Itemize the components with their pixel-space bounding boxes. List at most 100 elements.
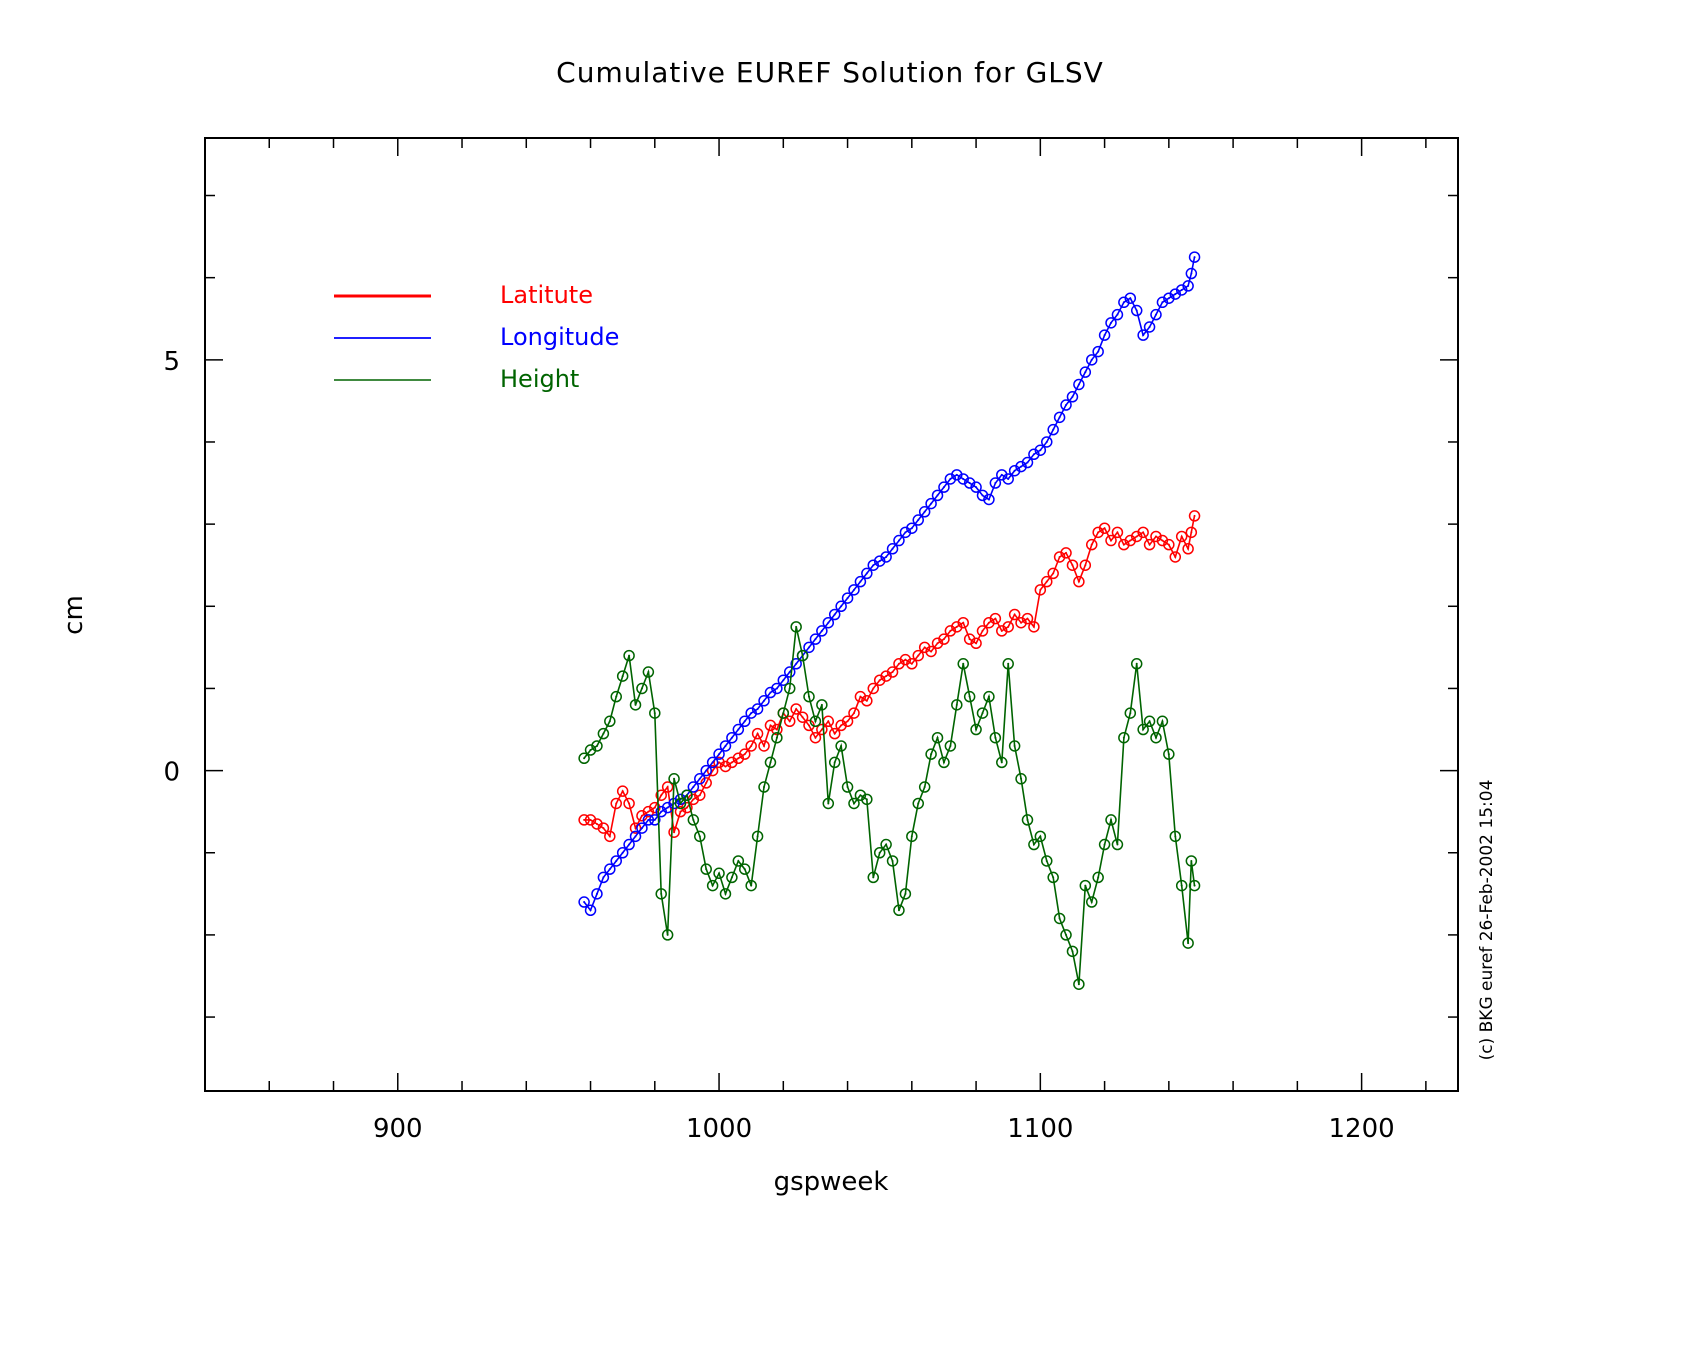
data-point-center-longitude: [994, 482, 997, 485]
data-point-longitude: [700, 764, 712, 777]
data-point-center-longitude: [1052, 428, 1055, 431]
data-point-center-height: [994, 736, 997, 739]
data-point-center-latitute: [1084, 564, 1087, 567]
data-point-center-latitute: [904, 658, 907, 661]
data-point-center-latitute: [1026, 617, 1029, 620]
data-point-longitude: [1124, 292, 1137, 304]
data-point-center-height: [1020, 777, 1023, 780]
data-point-height: [739, 863, 751, 875]
data-point-longitude: [636, 822, 648, 834]
data-point-center-latitute: [1013, 613, 1016, 616]
data-point-center-height: [904, 892, 907, 895]
data-point-center-longitude: [820, 629, 823, 632]
data-point-latitute: [886, 666, 899, 678]
data-point-center-longitude: [1065, 404, 1068, 407]
data-point-center-longitude: [583, 901, 586, 904]
data-point-center-height: [634, 703, 637, 706]
data-point-center-height: [1190, 859, 1193, 862]
data-point-center-latitute: [640, 814, 643, 817]
data-point-center-latitute: [859, 695, 862, 698]
data-point-latitute: [655, 789, 667, 801]
data-point-center-longitude: [628, 843, 631, 846]
data-point-height: [694, 830, 706, 843]
data-point-center-longitude: [1071, 395, 1074, 398]
data-point-center-height: [942, 761, 945, 764]
data-point-latitute: [1008, 608, 1021, 621]
data-point-center-height: [975, 728, 978, 731]
data-point-center-height: [981, 712, 984, 715]
data-point-height: [777, 707, 790, 719]
data-point-center-longitude: [705, 769, 708, 772]
data-point-center-latitute: [615, 802, 618, 805]
data-point-height: [880, 838, 892, 851]
data-point-center-longitude: [595, 892, 598, 895]
data-point-center-longitude: [1007, 477, 1010, 480]
data-point-longitude: [1060, 399, 1072, 411]
data-point-latitute: [989, 612, 1002, 625]
data-point-center-longitude: [930, 502, 933, 505]
data-point-center-longitude: [795, 662, 798, 665]
data-point-center-height: [1032, 843, 1035, 846]
data-point-longitude: [1053, 411, 1066, 424]
data-point-height: [597, 727, 610, 740]
data-point-center-latitute: [1020, 621, 1023, 624]
data-point-center-height: [878, 851, 881, 854]
data-point-center-longitude: [692, 786, 695, 789]
data-point-center-latitute: [750, 744, 753, 747]
data-point-height: [848, 797, 860, 810]
data-point-height: [726, 871, 738, 884]
data-point-height: [918, 781, 931, 793]
data-point-longitude: [925, 497, 937, 510]
data-point-height: [1169, 830, 1182, 843]
data-point-latitute: [706, 764, 719, 777]
data-point-latitute: [957, 616, 969, 629]
data-point-center-height: [1193, 884, 1196, 887]
data-point-height: [861, 793, 873, 806]
data-point-center-height: [698, 835, 701, 838]
data-point-height: [764, 756, 777, 769]
data-point-center-latitute: [1135, 535, 1138, 538]
data-point-center-height: [1000, 761, 1003, 764]
data-point-longitude: [1105, 317, 1117, 329]
data-point-center-longitude: [878, 560, 881, 563]
data-point-center-latitute: [788, 720, 791, 723]
data-point-longitude: [828, 608, 841, 621]
data-point-center-height: [1052, 876, 1055, 879]
data-point-center-latitute: [621, 790, 624, 793]
data-point-center-longitude: [987, 498, 990, 501]
data-point-height: [783, 682, 796, 695]
data-point-latitute: [629, 822, 642, 834]
data-point-center-latitute: [910, 662, 913, 665]
data-point-center-height: [814, 720, 817, 723]
data-point-center-height: [602, 732, 605, 735]
data-point-height: [642, 666, 655, 678]
data-point-latitute: [1047, 567, 1059, 580]
y-tick-label: 5: [163, 347, 180, 377]
data-point-center-longitude: [1026, 461, 1029, 464]
data-point-center-height: [1065, 933, 1068, 936]
data-point-center-longitude: [602, 876, 605, 879]
data-point-center-latitute: [1039, 588, 1042, 591]
data-point-center-longitude: [846, 597, 849, 600]
data-point-center-latitute: [1000, 629, 1003, 632]
data-point-height: [616, 670, 629, 682]
data-point-center-latitute: [660, 794, 663, 797]
data-point-center-latitute: [724, 765, 727, 768]
data-point-height: [925, 748, 937, 760]
data-point-latitute: [745, 740, 757, 752]
data-point-center-latitute: [1167, 543, 1170, 546]
data-point-longitude: [1188, 251, 1201, 263]
data-point-longitude: [816, 625, 828, 637]
data-point-longitude: [783, 666, 796, 678]
data-point-center-longitude: [1180, 288, 1183, 291]
data-point-height: [661, 929, 674, 941]
series-latitute: [578, 510, 1201, 843]
data-point-center-latitute: [885, 675, 888, 678]
data-point-center-height: [846, 786, 849, 789]
data-point-center-height: [852, 802, 855, 805]
data-point-center-latitute: [1110, 539, 1113, 542]
data-point-latitute: [758, 740, 770, 752]
data-point-height: [938, 756, 950, 769]
data-point-latitute: [616, 785, 629, 797]
data-point-center-longitude: [897, 539, 900, 542]
